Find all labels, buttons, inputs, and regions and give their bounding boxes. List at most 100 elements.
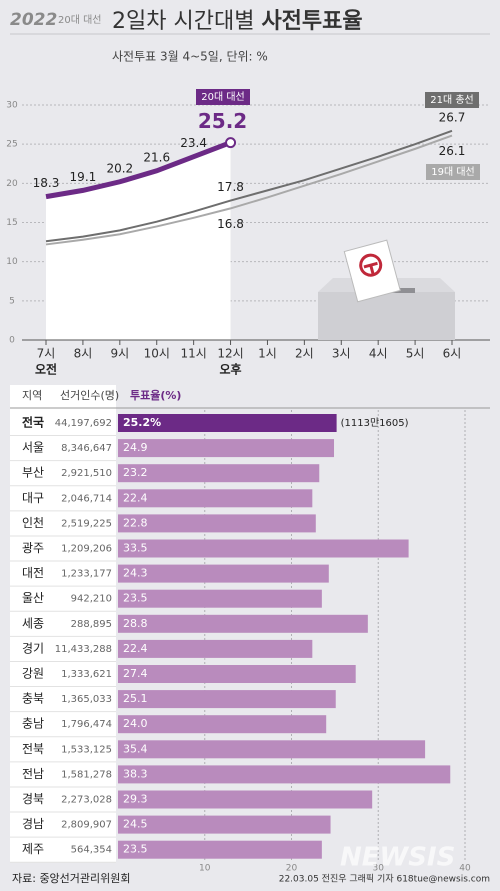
series-line: [45, 134, 453, 246]
electors: 11,433,288: [55, 644, 112, 655]
y-tick-label: 5: [9, 296, 15, 306]
column-header: 지역: [22, 389, 42, 402]
series-tag: [425, 92, 479, 108]
bar: [118, 414, 337, 432]
x-tick-label: 3시: [332, 347, 351, 361]
credit: 22.03.05 전진우 그래픽 기자 618tue@newsis.com: [279, 874, 490, 885]
x-tick-label: 10: [199, 864, 211, 874]
series-name: 19대 대선: [431, 166, 475, 178]
bar: [118, 489, 313, 508]
electors: 2,921,510: [61, 468, 112, 479]
data-label: 19.1: [70, 170, 97, 184]
ballot-box: [318, 239, 455, 340]
data-label: 24.9: [123, 441, 148, 454]
electors: 1,333,621: [61, 669, 112, 680]
electors: 1,796,474: [61, 719, 112, 730]
electors: 44,197,692: [55, 418, 112, 429]
data-label: 22.4: [123, 642, 148, 655]
title: 2일차 시간대별 사전투표율: [112, 9, 363, 34]
data-label: 16.8: [217, 217, 244, 231]
electors: 564,354: [71, 845, 112, 856]
electors: 2,046,714: [61, 493, 112, 504]
electors: 2,809,907: [61, 820, 112, 831]
bar: [118, 690, 336, 709]
bar: [118, 589, 322, 608]
x-tick-label: 12시: [217, 347, 243, 361]
column-header: 투표율(%): [130, 389, 181, 402]
x-tick-label: 7시: [37, 347, 56, 361]
x-tick-label: 6시: [443, 347, 462, 361]
series-line: [45, 129, 453, 243]
y-tick-label: 10: [6, 257, 18, 267]
data-label: 29.3: [123, 793, 148, 806]
x-tick-label: 40: [459, 864, 471, 874]
region: 울산: [22, 591, 44, 605]
bar: [118, 539, 409, 558]
data-label: 26.1: [439, 144, 466, 158]
data-label: 23.5: [123, 592, 148, 605]
electors: 288,895: [71, 619, 112, 630]
data-label: 25.2: [198, 109, 247, 133]
x-tick-label: 20: [286, 864, 298, 874]
electors: 1,365,033: [61, 694, 112, 705]
column-header: 선거인수(명): [60, 389, 119, 402]
electors: 1,209,206: [61, 544, 112, 555]
region: 대구: [22, 491, 44, 505]
region: 부산: [22, 466, 44, 480]
series-tag: [426, 164, 480, 180]
bar: [118, 715, 327, 734]
logo: 2022: [10, 10, 57, 30]
data-label: 23.5: [123, 843, 148, 856]
period-label: 오후: [219, 362, 241, 377]
electors: 942,210: [71, 594, 112, 605]
region: 전북: [22, 742, 44, 756]
y-tick-label: 15: [6, 218, 17, 228]
data-label: 25.2%: [123, 416, 161, 429]
region: 전남: [22, 767, 44, 781]
data-label: 24.0: [123, 717, 148, 730]
region: 전국: [22, 415, 44, 430]
data-label: 20.2: [106, 161, 133, 175]
x-tick-label: 1시: [258, 347, 277, 361]
region: 강원: [22, 667, 44, 681]
data-label: 23.4: [180, 136, 207, 150]
bar: [118, 564, 329, 583]
bar: [118, 740, 426, 759]
data-label: 17.8: [217, 180, 244, 194]
electors: 1,533,125: [61, 744, 112, 755]
region: 경남: [22, 817, 44, 831]
data-label: 33.5: [123, 542, 148, 555]
region: 인천: [22, 515, 44, 530]
edition: 20대 대선: [58, 14, 102, 26]
source: 자료: 중앙선거관리위원회: [12, 872, 131, 885]
y-tick-label: 25: [6, 140, 17, 150]
x-tick-label: 4시: [369, 347, 388, 361]
series-line: [45, 140, 232, 200]
data-label: 21.6: [143, 150, 170, 164]
region: 경기: [22, 641, 44, 655]
region: 서울: [22, 441, 44, 455]
region: 경북: [22, 792, 44, 806]
bar: [118, 464, 320, 483]
data-label: 18.3: [33, 176, 60, 190]
series-name: 21대 총선: [430, 94, 474, 106]
bar: [118, 815, 331, 834]
electors: 1,233,177: [61, 569, 112, 580]
annotation: (1113만1605): [341, 417, 409, 429]
y-tick-label: 20: [6, 179, 18, 189]
x-tick-label: 8시: [74, 347, 93, 361]
x-tick-label: 9시: [110, 347, 129, 361]
highlight-area: [46, 142, 231, 340]
y-tick-label: 30: [6, 101, 18, 111]
data-label: 22.4: [123, 491, 148, 504]
bar: [118, 765, 451, 784]
bar: [118, 840, 322, 859]
data-label: 38.3: [123, 767, 148, 780]
data-label: 25.1: [123, 692, 148, 705]
x-tick-label: 10시: [144, 347, 170, 361]
electors: 2,519,225: [61, 518, 112, 529]
x-tick-label: 11시: [180, 347, 206, 361]
bar: [118, 639, 313, 658]
region: 충남: [22, 717, 44, 731]
